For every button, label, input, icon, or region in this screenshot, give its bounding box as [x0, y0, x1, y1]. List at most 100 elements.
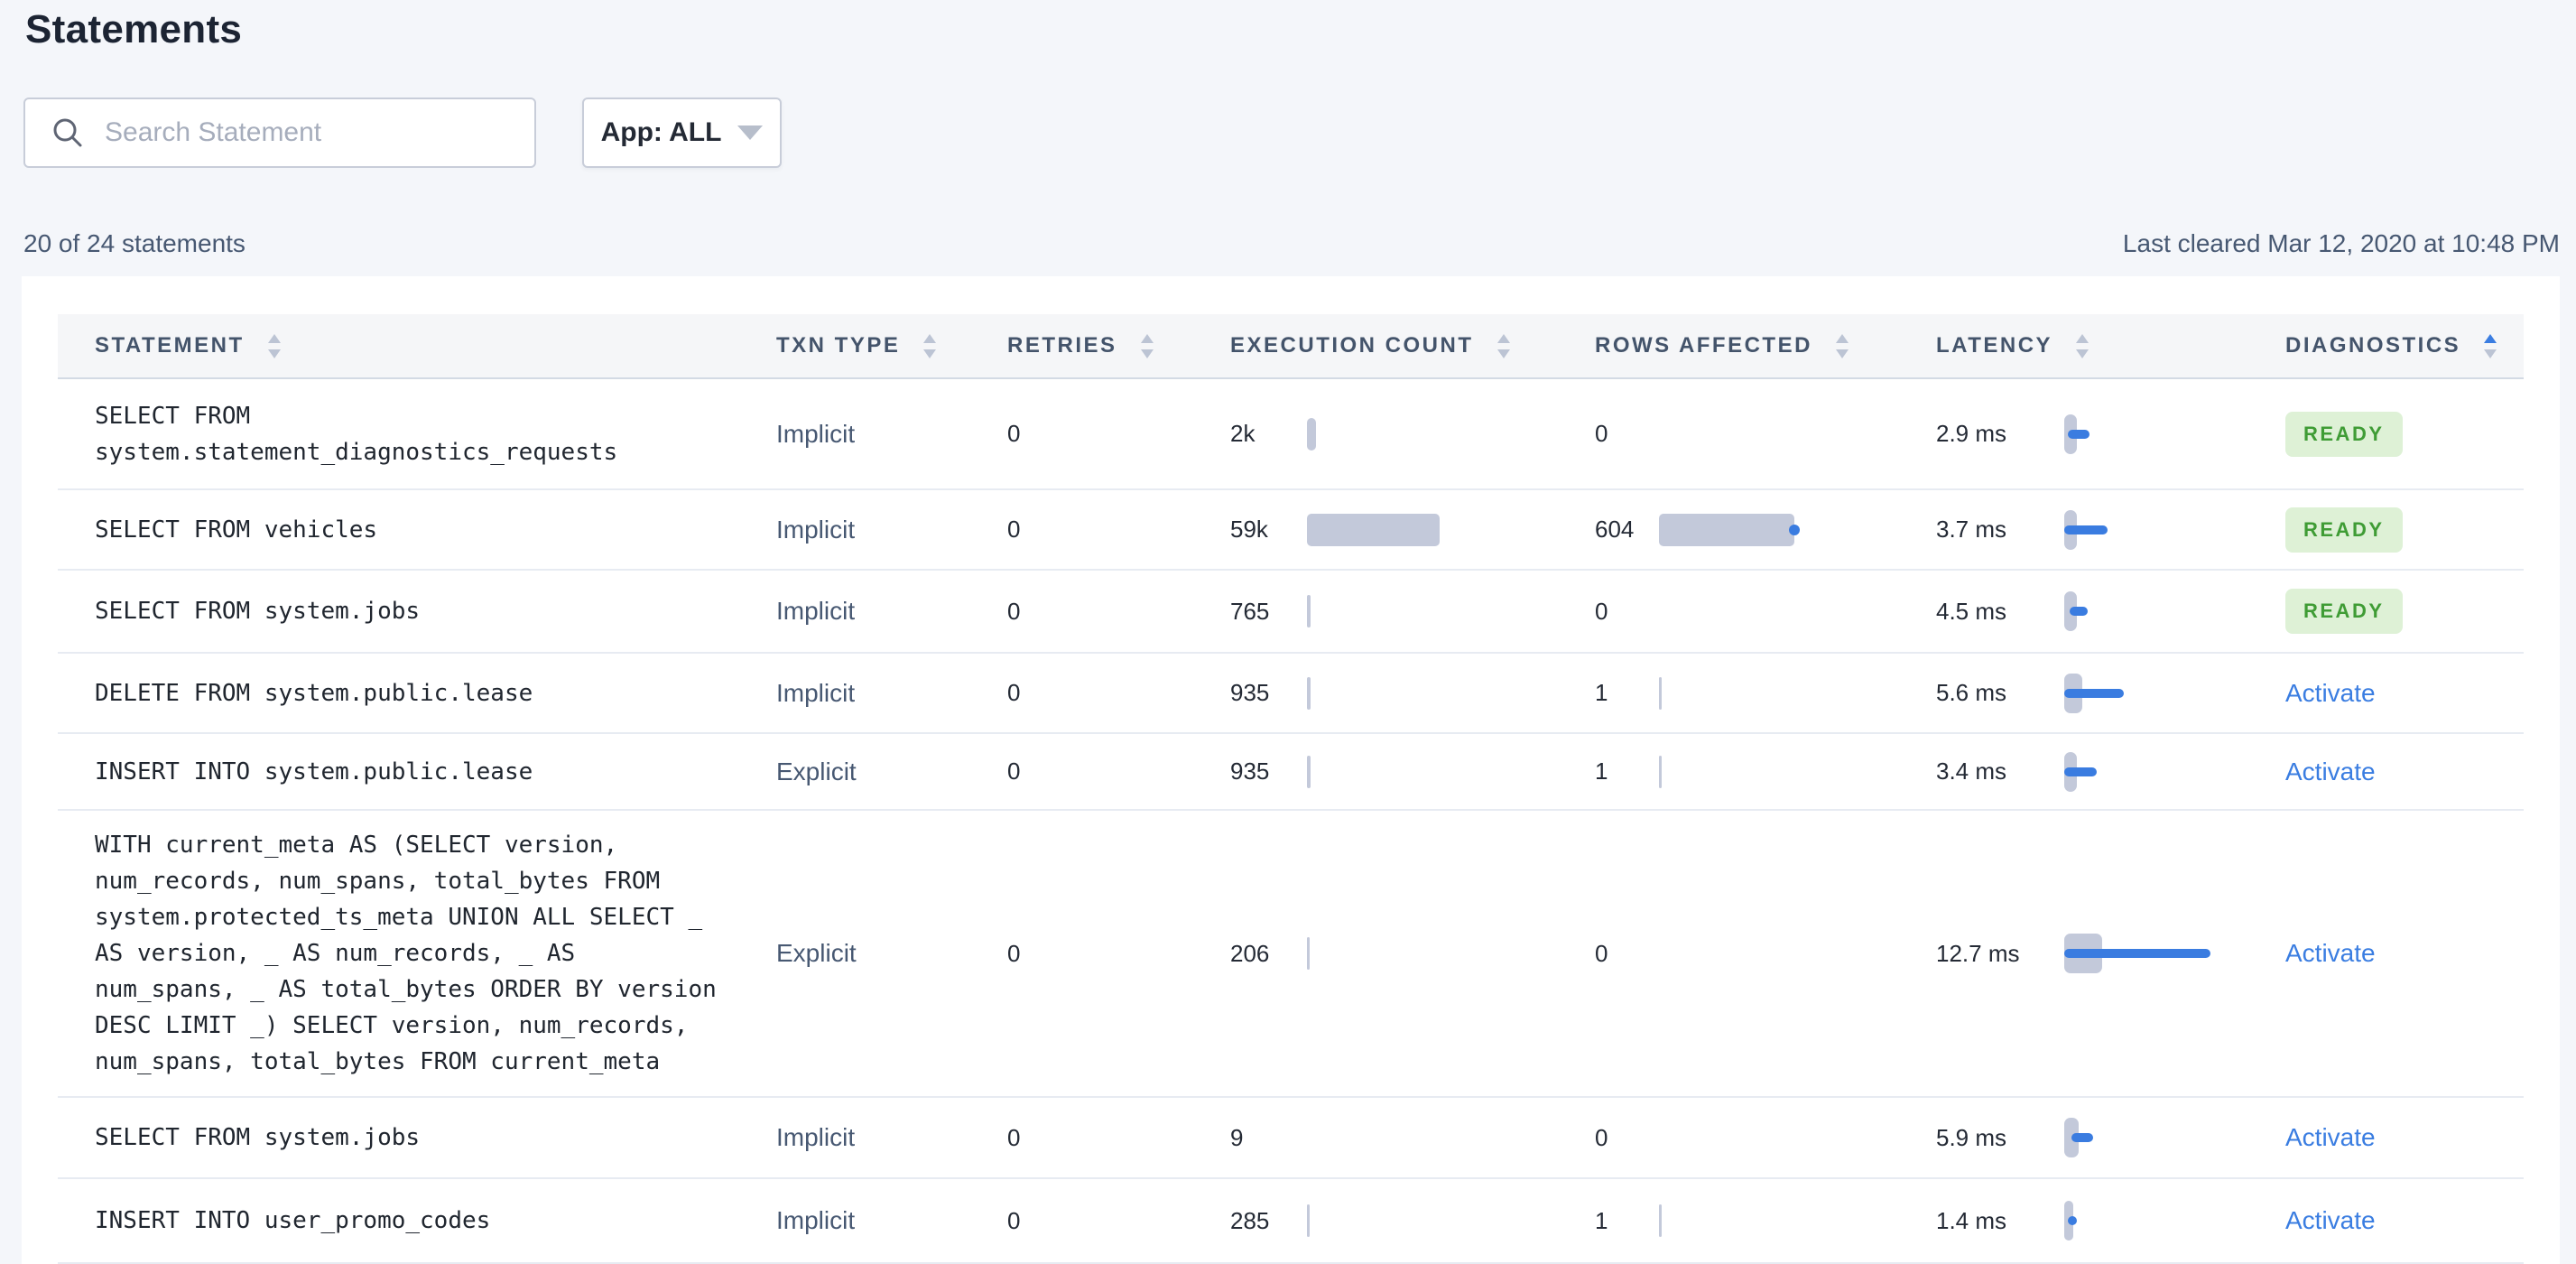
sort-arrows-icon[interactable] [2484, 333, 2497, 358]
latency-bar-chart [2064, 934, 2231, 973]
table-row: SELECT FROM system.jobs Implicit 0 9 0 5… [58, 1098, 2524, 1179]
table-body: SELECT FROM system.statement_diagnostics… [58, 379, 2524, 1264]
txn-type-cell: Implicit [773, 379, 1000, 488]
statement-cell[interactable]: SELECT FROM system.jobs [58, 1098, 773, 1177]
search-box[interactable] [23, 98, 536, 168]
latency-value: 3.4 ms [1936, 757, 2007, 785]
rows-affected-bar-chart [1659, 934, 1817, 973]
txn-type-value: Explicit [776, 757, 857, 785]
column-header-rows-affected[interactable]: ROWS AFFECTED [1592, 333, 1933, 358]
activate-diagnostics-link[interactable]: Activate [2285, 678, 2376, 707]
execution-count-bar-chart [1307, 414, 1316, 454]
statements-table-panel: STATEMENT TXN TYPE RETRIES EXECUTION COU… [22, 276, 2560, 1264]
execution-count-value: 9 [1230, 1123, 1244, 1151]
diagnostics-cell: Activate [2282, 654, 2524, 732]
rows-affected-bar [1659, 513, 1794, 546]
page-title: Statements [25, 7, 243, 51]
rows-affected-value: 1 [1595, 679, 1608, 706]
sort-arrows-icon[interactable] [2076, 333, 2090, 358]
latency-bar-chart [2064, 509, 2231, 550]
latency-bar-chart [2064, 1201, 2231, 1241]
column-header-diagnostics[interactable]: DIAGNOSTICS [2282, 333, 2524, 358]
statement-text[interactable]: DELETE FROM system.public.lease [95, 679, 533, 707]
execution-count-cell: 2k [1228, 379, 1592, 488]
diagnostics-cell: READY [2282, 571, 2524, 652]
table-row: SELECT FROM system.statement_diagnostics… [58, 379, 2524, 490]
execution-count-bar [1307, 513, 1440, 546]
sort-arrows-icon[interactable] [1140, 333, 1154, 358]
retries-cell: 0 [1000, 734, 1228, 809]
rows-affected-cell: 0 [1592, 1098, 1933, 1177]
statement-cell[interactable]: SELECT FROM vehicles [58, 490, 773, 569]
statement-cell[interactable]: WITH current_meta AS (SELECT version, nu… [58, 811, 773, 1096]
execution-count-cell: 9 [1228, 1098, 1592, 1177]
sort-arrows-icon[interactable] [1496, 333, 1510, 358]
column-header-execution-count[interactable]: EXECUTION COUNT [1228, 333, 1592, 358]
chevron-down-icon [737, 125, 764, 140]
execution-count-cell: 935 [1228, 734, 1592, 809]
statement-text[interactable]: SELECT FROM system.statement_diagnostics… [95, 402, 618, 466]
statement-cell[interactable]: SELECT FROM system.statement_diagnostics… [58, 379, 773, 488]
latency-value: 4.5 ms [1936, 597, 2007, 625]
rows-affected-value: 604 [1595, 516, 1635, 543]
statement-cell[interactable]: DELETE FROM system.public.lease [58, 654, 773, 732]
latency-cell: 3.4 ms [1933, 734, 2282, 809]
table-row: SELECT FROM system.jobs Implicit 0 765 0… [58, 571, 2524, 654]
activate-diagnostics-link[interactable]: Activate [2285, 757, 2376, 785]
rows-affected-value: 0 [1595, 1123, 1608, 1151]
statement-text[interactable]: SELECT FROM vehicles [95, 516, 378, 544]
latency-cell: 3.7 ms [1933, 490, 2282, 569]
app-filter-dropdown[interactable]: App: ALL [582, 98, 782, 168]
retries-value: 0 [1007, 1206, 1021, 1234]
retries-cell: 0 [1000, 490, 1228, 569]
retries-value: 0 [1007, 516, 1021, 543]
diagnostics-ready-badge: READY [2285, 411, 2403, 457]
execution-count-bar [1307, 755, 1311, 788]
latency-cell: 5.6 ms [1933, 654, 2282, 732]
latency-cell: 5.9 ms [1933, 1098, 2282, 1177]
latency-cell: 4.5 ms [1933, 571, 2282, 652]
activate-diagnostics-link[interactable]: Activate [2285, 939, 2376, 967]
activate-diagnostics-link[interactable]: Activate [2285, 1206, 2376, 1234]
statement-text[interactable]: INSERT INTO user_promo_codes [95, 1207, 491, 1234]
retries-value: 0 [1007, 420, 1021, 447]
statement-cell[interactable]: INSERT INTO user_promo_codes [58, 1179, 773, 1262]
rows-affected-value: 0 [1595, 420, 1608, 447]
statement-text[interactable]: SELECT FROM system.jobs [95, 598, 421, 625]
retries-value: 0 [1007, 597, 1021, 625]
statement-cell[interactable]: INSERT INTO system.public.lease [58, 734, 773, 809]
last-cleared-text: Last cleared Mar 12, 2020 at 10:48 PM [2122, 229, 2560, 257]
table-row: SELECT FROM vehicles Implicit 0 59k 604 … [58, 490, 2524, 571]
sort-arrows-icon[interactable] [1835, 333, 1849, 358]
txn-type-value: Explicit [776, 939, 857, 967]
statement-text[interactable]: WITH current_meta AS (SELECT version, nu… [95, 832, 717, 1075]
latency-value: 1.4 ms [1936, 1206, 2007, 1234]
column-header-txn-type[interactable]: TXN TYPE [773, 333, 1000, 358]
table-row: INSERT INTO system.public.lease Explicit… [58, 734, 2524, 811]
latency-value: 3.7 ms [1936, 516, 2007, 543]
rows-affected-bar-chart [1659, 591, 1817, 631]
sort-arrows-icon[interactable] [923, 333, 937, 358]
column-header-latency[interactable]: LATENCY [1933, 333, 2282, 358]
search-input[interactable] [105, 117, 525, 148]
statement-text[interactable]: INSERT INTO system.public.lease [95, 757, 533, 785]
latency-bar-chart [2064, 591, 2231, 631]
execution-count-value: 59k [1230, 516, 1268, 543]
statements-count: 20 of 24 statements [23, 229, 246, 257]
latency-cell: 12.7 ms [1933, 811, 2282, 1096]
diagnostics-cell: Activate [2282, 1098, 2524, 1177]
sort-arrows-icon[interactable] [267, 333, 281, 358]
execution-count-bar [1307, 1204, 1310, 1237]
latency-bar [2064, 767, 2097, 776]
rows-affected-bar-chart [1659, 1201, 1817, 1241]
statement-cell[interactable]: SELECT FROM system.jobs [58, 571, 773, 652]
activate-diagnostics-link[interactable]: Activate [2285, 1123, 2376, 1151]
latency-value: 2.9 ms [1936, 420, 2007, 447]
latency-bar-chart [2064, 673, 2231, 713]
column-header-retries[interactable]: RETRIES [1000, 333, 1228, 358]
execution-count-cell: 59k [1228, 490, 1592, 569]
statement-text[interactable]: SELECT FROM system.jobs [95, 1124, 421, 1151]
retries-value: 0 [1007, 1123, 1021, 1151]
column-header-statement[interactable]: STATEMENT [58, 333, 773, 358]
execution-count-cell: 206 [1228, 811, 1592, 1096]
